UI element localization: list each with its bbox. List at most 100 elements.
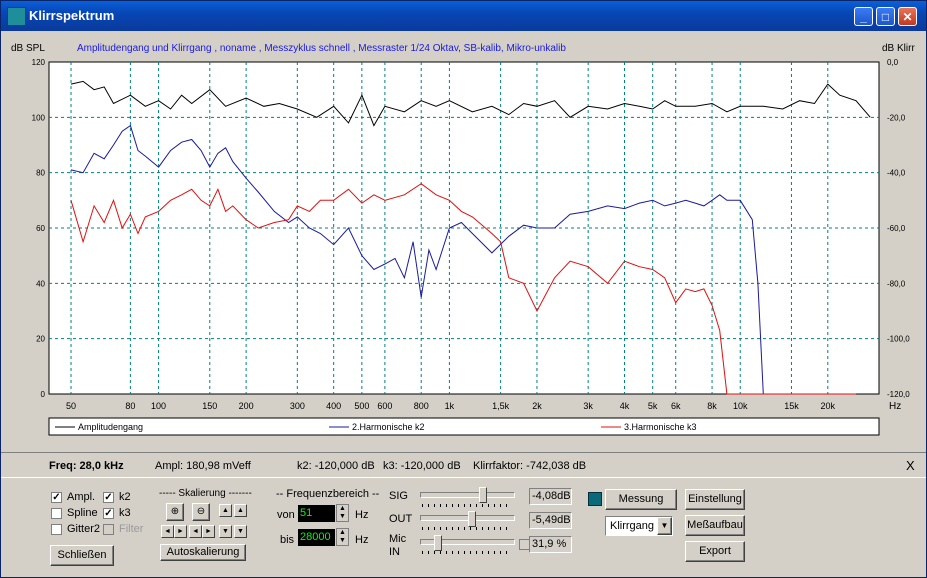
- y-right-tick-label: -20,0: [887, 113, 906, 122]
- out-slider-track: [420, 515, 515, 521]
- status-bar: Freq: 28,0 kHz Ampl: 180,98 mVeff k2: -1…: [1, 452, 926, 478]
- legend-label: 3.Harmonische k3: [624, 422, 697, 432]
- x-tick-label: 150: [202, 401, 217, 411]
- out-label: OUT: [389, 513, 413, 525]
- x-tick-label: 3k: [583, 401, 593, 411]
- shift-left-icon[interactable]: ◄: [161, 525, 174, 538]
- sig-slider-track: [420, 492, 515, 498]
- bis-input[interactable]: 28000: [298, 529, 335, 546]
- out-slider-thumb[interactable]: [468, 511, 476, 527]
- x-tick-label: 300: [290, 401, 305, 411]
- k3-checkbox[interactable]: ✓: [103, 508, 114, 519]
- bis-unit: Hz: [355, 534, 369, 546]
- y-right-tick-label: -60,0: [887, 224, 906, 233]
- in-label: IN: [389, 546, 400, 558]
- gitter2-label: Gitter2: [67, 523, 101, 535]
- y-left-tick-label: 60: [36, 224, 45, 233]
- spline-checkbox[interactable]: [51, 508, 62, 519]
- von-unit: Hz: [355, 509, 369, 521]
- schliessen-button[interactable]: Schließen: [50, 545, 114, 566]
- y-right-tick-label: -80,0: [887, 279, 906, 288]
- sig-label: SIG: [389, 490, 408, 502]
- ampl-checkbox[interactable]: ✓: [51, 492, 62, 503]
- skalierung-label: ----- Skalierung -------: [159, 488, 252, 499]
- minimize-button[interactable]: _: [854, 7, 873, 26]
- chevron-down-icon[interactable]: ▼: [657, 517, 672, 535]
- x-tick-label: 15k: [784, 401, 799, 411]
- scroll-down-2-icon[interactable]: ▼: [234, 525, 247, 538]
- sig-value: -4,08dB: [529, 488, 572, 505]
- legend-box: [48, 417, 880, 436]
- x-tick-label: 800: [414, 401, 429, 411]
- shift-left-2-icon[interactable]: ◄: [189, 525, 202, 538]
- frequenzbereich-label: -- Frequenzbereich --: [276, 488, 380, 500]
- shift-right-icon[interactable]: ►: [174, 525, 187, 538]
- status-k3: k3: -120,000 dB: [383, 460, 461, 472]
- von-spinner-icon[interactable]: ▲ ▼: [336, 504, 349, 522]
- x-tick-label: 100: [151, 401, 166, 411]
- close-button[interactable]: ✕: [898, 7, 917, 26]
- bis-spinner-icon[interactable]: ▲ ▼: [336, 528, 349, 546]
- series-line-2: [70, 124, 764, 395]
- zoom-out-icon[interactable]: ⊖: [192, 503, 210, 521]
- y-right-tick-label: -120,0: [887, 390, 910, 399]
- y-left-tick-label: 100: [32, 113, 46, 122]
- y-left-tick-label: 120: [32, 58, 46, 67]
- y-right-tick-label: 0,0: [887, 58, 899, 67]
- autoskalierung-button[interactable]: Autoskalierung: [160, 544, 246, 561]
- x-tick-label: 200: [239, 401, 254, 411]
- x-tick-label: 1k: [445, 401, 455, 411]
- sig-slider-thumb[interactable]: [479, 487, 487, 503]
- maximize-button[interactable]: □: [876, 7, 895, 26]
- sig-slider-ticks: [422, 504, 512, 507]
- scroll-up-icon[interactable]: ▲: [219, 504, 232, 517]
- export-button[interactable]: Export: [685, 541, 745, 562]
- x-tick-label: 4k: [620, 401, 630, 411]
- chart-area: 50 80 100 150 200 300 400 500 600 800 1k 1,5k 2k 3k 4k…: [3, 34, 924, 449]
- window-title: Klirrspektrum: [29, 8, 115, 23]
- von-label: von: [277, 509, 295, 521]
- gitter2-checkbox[interactable]: [51, 524, 62, 535]
- x-tick-label: 600: [377, 401, 392, 411]
- x-tick-label: 2k: [532, 401, 542, 411]
- out-slider-ticks: [422, 527, 512, 530]
- shift-right-2-icon[interactable]: ►: [202, 525, 215, 538]
- scroll-down-icon[interactable]: ▼: [219, 525, 232, 538]
- x-tick-label: 80: [125, 401, 135, 411]
- status-klirrfaktor: Klirrfaktor: -742,038 dB: [473, 460, 587, 472]
- mode-dropdown[interactable]: Klirrgang ▼: [605, 516, 673, 536]
- chart-title: Amplitudengang und Klirrgang , noname , …: [77, 43, 566, 54]
- legend-label: Amplitudengang: [78, 422, 143, 432]
- status-ampl: Ampl: 180,98 mVeff: [155, 460, 251, 472]
- y-left-tick-label: 0: [41, 390, 46, 399]
- ampl-label: Ampl.: [67, 491, 96, 503]
- messaufbau-button[interactable]: Meßaufbau: [685, 515, 745, 536]
- app-icon: [7, 7, 26, 26]
- x-tick-label: 8k: [707, 401, 717, 411]
- series-line-1: [70, 80, 871, 127]
- mic-slider-thumb[interactable]: [434, 535, 442, 551]
- bis-label: bis: [280, 534, 295, 546]
- von-input[interactable]: 51: [298, 505, 335, 522]
- status-freq: Freq: 28,0 kHz: [49, 460, 124, 472]
- status-close-icon[interactable]: X: [906, 458, 915, 473]
- x-tick-label: 5k: [648, 401, 658, 411]
- k2-checkbox[interactable]: ✓: [103, 492, 114, 503]
- x-tick-label: 50: [66, 401, 76, 411]
- chart-svg: 50 80 100 150 200 300 400 500 600 800 1k 1,5k 2k 3k 4k…: [32, 58, 910, 436]
- measure-indicator: [588, 492, 602, 506]
- y-right-tick-label: -100,0: [887, 335, 910, 344]
- x-tick-label: 20k: [821, 401, 836, 411]
- x-tick-label: 400: [326, 401, 341, 411]
- y-left-label: dB SPL: [11, 43, 45, 54]
- out-value: -5,49dB: [529, 512, 572, 529]
- x-tick-label: 500: [354, 401, 369, 411]
- x-axis-label: Hz: [889, 401, 902, 412]
- title-bar[interactable]: Klirrspektrum _ □ ✕: [1, 1, 926, 31]
- messung-button[interactable]: Messung: [605, 489, 677, 510]
- einstellung-button[interactable]: Einstellung: [685, 489, 745, 510]
- scroll-up-2-icon[interactable]: ▲: [234, 504, 247, 517]
- zoom-in-icon[interactable]: ⊕: [166, 503, 184, 521]
- mic-slider-ticks: [422, 551, 512, 554]
